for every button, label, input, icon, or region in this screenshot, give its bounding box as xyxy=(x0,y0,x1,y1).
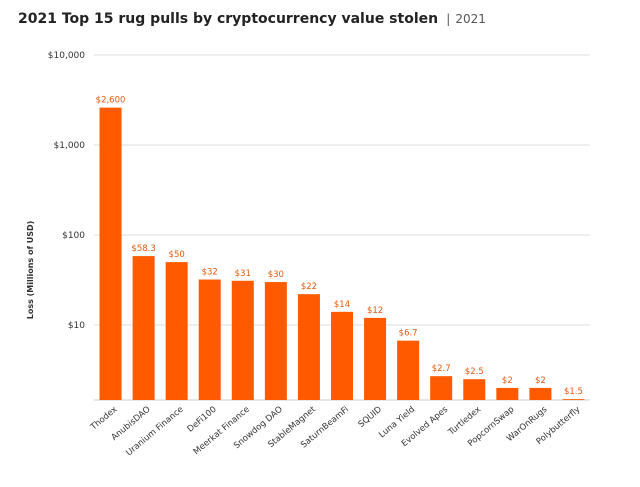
bar xyxy=(297,294,320,400)
bar xyxy=(198,279,221,400)
data-label: $12 xyxy=(367,306,383,316)
data-label: $14 xyxy=(334,300,350,310)
data-label: $2.7 xyxy=(432,364,451,374)
data-label: $6.7 xyxy=(399,329,418,339)
chart-title-row: 2021 Top 15 rug pulls by cryptocurrency … xyxy=(18,9,486,28)
x-tick-label: Thodex xyxy=(88,405,119,433)
data-label: $2.5 xyxy=(465,367,484,377)
bar xyxy=(463,379,486,400)
bar xyxy=(529,387,552,400)
data-label: $58.3 xyxy=(131,244,155,254)
data-label: $30 xyxy=(268,270,284,280)
bar xyxy=(496,387,519,400)
title-separator: | xyxy=(446,12,451,26)
y-tick-label: $100 xyxy=(62,231,85,241)
data-labels: $2,600 $58.3 $50 $32 $31 $30 $22 $14 $12 $6.7 $2.7… xyxy=(96,96,583,397)
chart-title: 2021 Top 15 rug pulls by cryptocurrency … xyxy=(18,11,439,27)
y-tick-label: $10,000 xyxy=(48,51,85,61)
x-tick-label: Meerkat Finance xyxy=(192,405,252,458)
bars xyxy=(99,107,585,400)
data-label: $31 xyxy=(235,269,251,279)
bar xyxy=(165,262,188,400)
y-axis-label: Loss (Millions of USD) xyxy=(26,221,35,320)
bar xyxy=(264,282,287,400)
bar xyxy=(99,107,122,400)
x-tick-label: SQUID xyxy=(357,404,385,430)
y-axis-ticks: $10 $100 $1,000 $10,000 xyxy=(48,51,85,331)
bar xyxy=(562,399,585,400)
x-tick-label: Uranium Finance xyxy=(124,405,185,459)
bar xyxy=(397,340,420,400)
bar xyxy=(430,376,453,400)
data-label: $22 xyxy=(301,282,317,292)
data-label: $2 xyxy=(535,376,546,386)
y-tick-label: $10 xyxy=(68,321,85,331)
bar xyxy=(231,280,254,400)
data-label: $2 xyxy=(502,376,513,386)
y-tick-label: $1,000 xyxy=(54,141,86,151)
bar xyxy=(331,311,353,400)
data-label: $32 xyxy=(202,268,218,278)
data-label: $1.5 xyxy=(564,387,583,397)
data-label: $50 xyxy=(169,250,185,260)
bar xyxy=(132,256,155,400)
chart-subtitle: 2021 xyxy=(455,12,486,26)
data-label: $2,600 xyxy=(96,96,126,106)
bar xyxy=(364,317,387,400)
